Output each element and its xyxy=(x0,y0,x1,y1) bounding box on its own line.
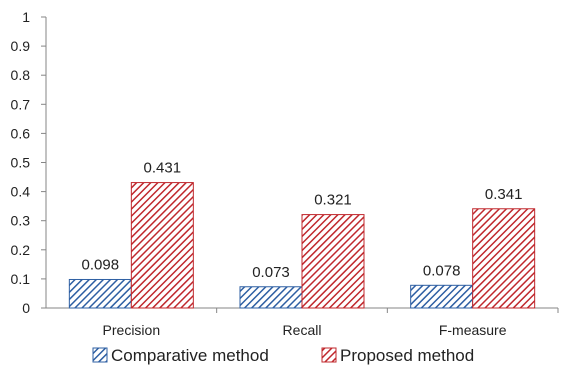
legend: Comparative method Proposed method xyxy=(92,346,474,365)
legend-label: Comparative method xyxy=(111,346,269,365)
x-tick-label: Recall xyxy=(283,322,322,338)
bar-f-measure-series-0 xyxy=(410,284,474,309)
x-tick-label: Precision xyxy=(103,322,161,338)
y-tick-label: 0.2 xyxy=(11,242,31,258)
legend-swatch xyxy=(92,347,108,363)
y-tick-label: 0.3 xyxy=(11,213,31,229)
legend-swatch xyxy=(321,347,337,363)
y-tick-label: 0.5 xyxy=(11,155,31,171)
labels-layer: 0.098 0.431 0.073 0.321 0.078 0.341 xyxy=(82,160,523,281)
y-tick-label: 0.4 xyxy=(11,184,31,200)
bar-precision-series-1 xyxy=(130,182,194,309)
y-tick-label: 1 xyxy=(22,9,30,25)
y-tick-label: 0.7 xyxy=(11,96,31,112)
data-label: 0.073 xyxy=(252,264,290,281)
bar-recall-series-1 xyxy=(301,214,365,309)
legend-label: Proposed method xyxy=(340,346,474,365)
data-label: 0.321 xyxy=(314,192,352,209)
y-tick-label: 0.6 xyxy=(11,125,31,141)
bar-recall-series-0 xyxy=(239,286,303,309)
y-tick-label: 0.8 xyxy=(11,67,31,83)
y-tick-label: 0.9 xyxy=(11,38,31,54)
y-tick-label: 0.1 xyxy=(11,271,31,287)
data-label: 0.431 xyxy=(144,160,182,177)
data-label: 0.098 xyxy=(82,256,120,273)
y-tick-label: 0 xyxy=(22,300,30,316)
x-tick-label: F-measure xyxy=(439,322,507,338)
bar-f-measure-series-1 xyxy=(472,208,536,309)
data-label: 0.341 xyxy=(485,186,523,203)
bars-layer xyxy=(68,182,536,309)
bar-precision-series-0 xyxy=(68,278,132,309)
data-label: 0.078 xyxy=(423,262,461,279)
axis-layer: 0 0.1 0.2 0.3 0.4 0.5 0.6 0.7 0.8 0.9 1 Precision Re… xyxy=(11,9,559,338)
